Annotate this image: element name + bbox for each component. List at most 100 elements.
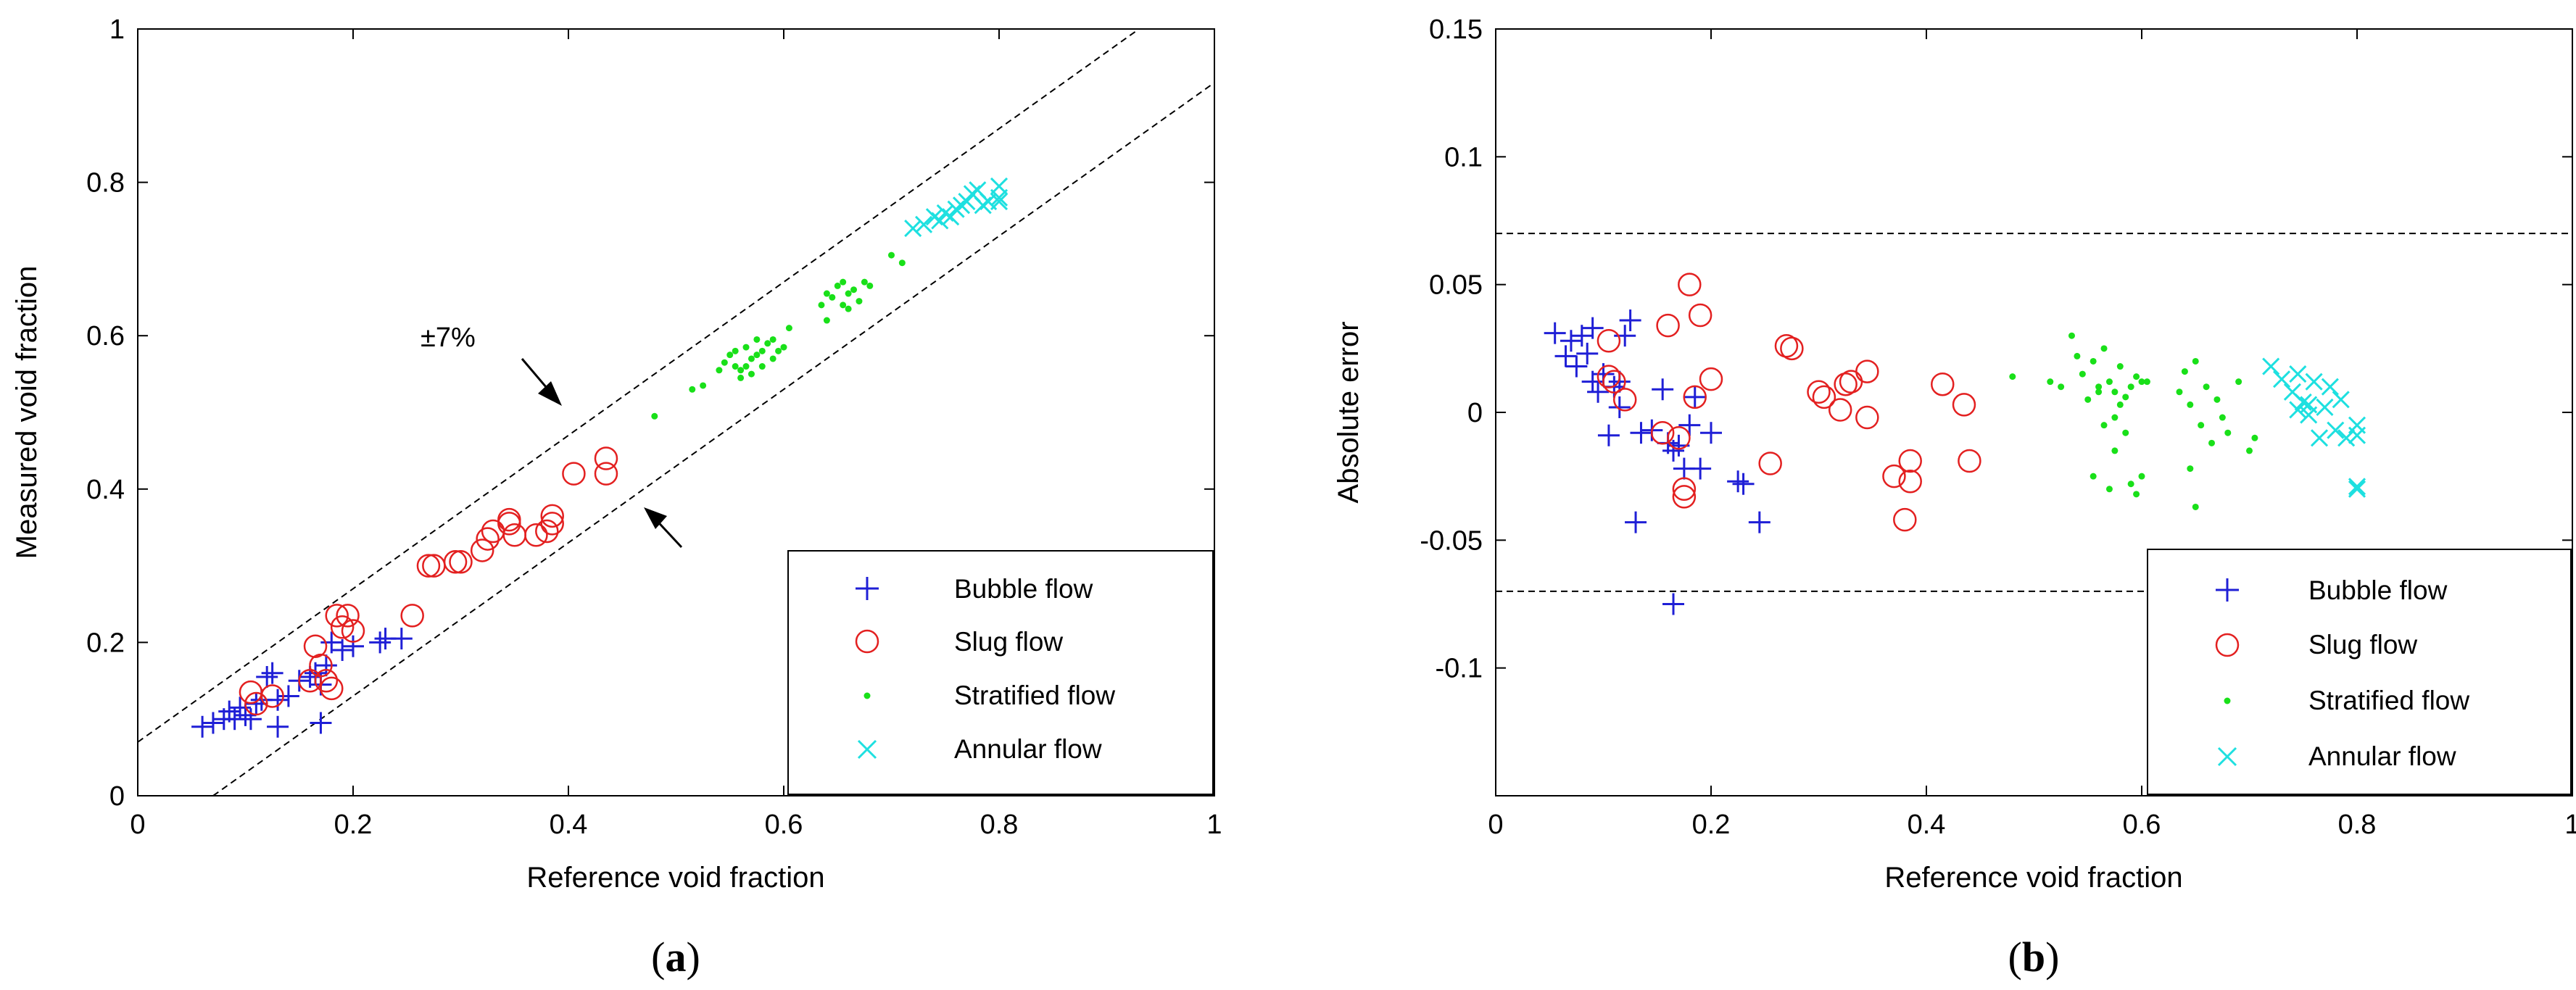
legend-marker-stratified (864, 692, 871, 699)
point-a-slug-flow-15 (443, 550, 468, 574)
x-tick-label-a-4: 0.8 (980, 810, 1019, 840)
legend-label-stratified-b: Stratified flow (2308, 686, 2469, 715)
legend-marker-slug-b (2215, 633, 2240, 657)
y-tick-label-b-5: 0.15 (1429, 14, 1483, 45)
x-tick-label-b-5: 1 (2564, 810, 2576, 840)
point-b-bubble-flow-16 (1625, 511, 1647, 533)
point-b-slug-flow-6 (1667, 426, 1691, 450)
point-b-bubble-flow-7 (1581, 317, 1604, 339)
point-b-slug-flow-18 (1828, 398, 1852, 422)
point-b-stratified-flow-0 (2009, 373, 2016, 380)
point-a-slug-flow-13 (416, 554, 441, 578)
point-a-stratified-flow-8 (742, 344, 750, 351)
point-b-annular-flow-3 (2289, 401, 2307, 419)
point-b-bubble-flow-21 (1662, 439, 1685, 462)
point-b-stratified-flow-10 (2100, 345, 2108, 352)
point-a-stratified-flow-6 (732, 363, 739, 370)
point-b-bubble-flow-26 (1683, 386, 1706, 408)
point-b-stratified-flow-24 (2122, 394, 2129, 401)
legend-box-a (787, 550, 1214, 795)
point-b-bubble-flow-29 (1727, 470, 1749, 493)
y-tick-label-a-3: 0.6 (86, 321, 125, 352)
x-tick-label-a-5: 1 (1206, 810, 1222, 840)
point-a-stratified-flow-4 (721, 359, 728, 366)
point-b-stratified-flow-26 (2111, 414, 2119, 421)
point-b-slug-flow-16 (1807, 380, 1831, 404)
point-b-stratified-flow-9 (2100, 422, 2108, 429)
point-b-slug-flow-24 (1893, 507, 1917, 532)
point-b-stratified-flow-8 (2095, 383, 2103, 391)
point-a-slug-flow-2 (260, 684, 284, 708)
point-b-stratified-flow-28 (2143, 378, 2150, 386)
point-b-slug-flow-13 (1758, 452, 1782, 475)
point-b-stratified-flow-11 (2105, 378, 2113, 386)
x-tick-label-b-1: 0.2 (1692, 810, 1731, 840)
point-a-slug-flow-24 (535, 519, 559, 544)
y-tick-label-b-0: -0.1 (1436, 654, 1483, 684)
y-tick-label-a-1: 0.2 (86, 628, 125, 658)
x-tick-label-a-2: 0.4 (550, 810, 588, 840)
y-tick-label-a-4: 0.8 (86, 168, 125, 199)
point-a-stratified-flow-16 (742, 363, 750, 370)
data-points-b (1544, 273, 2366, 615)
point-a-slug-flow-23 (524, 523, 548, 547)
legend-label-annular-b: Annular flow (2308, 741, 2456, 771)
x-tick-label-b-2: 0.4 (1908, 810, 1946, 840)
panel-b: 0 0.2 0.4 0.6 0.8 1 -0.1 -0.05 0 0.05 0.1 0.15 Bubb… (1333, 14, 2576, 981)
point-b-annular-flow-13 (2332, 391, 2350, 409)
point-b-annular-flow-4 (2289, 365, 2307, 383)
point-b-stratified-flow-14 (2116, 401, 2124, 408)
point-a-slug-flow-1 (244, 691, 268, 716)
point-b-slug-flow-27 (1931, 372, 1955, 396)
point-a-stratified-flow-12 (764, 340, 771, 347)
point-a-annular-flow-0 (904, 220, 922, 238)
y-axis-label-a: Measured void fraction (11, 266, 43, 560)
point-b-stratified-flow-25 (2095, 388, 2103, 396)
point-b-slug-flow-3 (1612, 388, 1637, 412)
point-a-stratified-flow-14 (775, 347, 782, 354)
point-b-stratified-flow-4 (2074, 352, 2081, 359)
point-a-bubble-flow-10 (256, 666, 278, 689)
point-a-slug-flow-29 (594, 446, 618, 470)
point-b-stratified-flow-17 (2127, 383, 2134, 391)
y-tick-label-b-2: 0 (1467, 398, 1483, 428)
point-a-bubble-flow-23 (342, 635, 364, 657)
point-b-stratified-flow-38 (2213, 396, 2221, 403)
point-b-stratified-flow-39 (2219, 414, 2226, 421)
point-b-slug-flow-2 (1602, 370, 1626, 394)
point-a-bubble-flow-26 (390, 628, 413, 650)
x-tick-label-b-4: 0.8 (2338, 810, 2377, 840)
point-a-bubble-flow-20 (310, 712, 332, 734)
point-b-annular-flow-17 (2348, 478, 2366, 496)
point-b-stratified-flow-32 (2187, 465, 2194, 473)
point-b-bubble-flow-30 (1732, 473, 1755, 495)
point-a-slug-flow-5 (309, 653, 333, 678)
point-b-annular-flow-10 (2316, 398, 2334, 417)
point-a-bubble-flow-24 (369, 631, 392, 654)
point-b-annular-flow-1 (2272, 370, 2291, 388)
legend-marker-bubble (856, 577, 879, 600)
point-a-annular-flow-14 (990, 188, 1009, 207)
point-a-slug-flow-21 (497, 507, 521, 532)
point-a-stratified-flow-26 (829, 294, 836, 301)
point-b-stratified-flow-15 (2116, 363, 2124, 370)
point-a-stratified-flow-28 (840, 301, 847, 309)
point-a-slug-flow-25 (540, 512, 564, 536)
svg-text:(a): (a) (651, 933, 700, 981)
point-a-slug-flow-18 (476, 527, 500, 551)
legend-label-slug-b: Slug flow (2308, 630, 2417, 660)
point-b-stratified-flow-35 (2198, 422, 2205, 429)
y-axis-label-b: Absolute error (1333, 321, 1364, 503)
y-tick-label-b-3: 0.05 (1429, 270, 1483, 301)
point-b-slug-flow-19 (1834, 372, 1858, 396)
panel-a: 0 0.2 0.4 0.6 0.8 1 0 0.2 0.4 0.6 0.8 1 ±7% Bubble … (11, 14, 1222, 981)
point-a-stratified-flow-18 (753, 336, 761, 343)
point-a-stratified-flow-33 (866, 282, 874, 289)
point-b-stratified-flow-21 (2138, 473, 2145, 480)
y-tick-label-b-4: 0.1 (1444, 142, 1483, 172)
point-b-bubble-flow-22 (1662, 593, 1685, 615)
point-a-bubble-flow-7 (239, 708, 262, 731)
point-a-stratified-flow-20 (758, 347, 766, 354)
point-a-stratified-flow-27 (834, 282, 841, 289)
